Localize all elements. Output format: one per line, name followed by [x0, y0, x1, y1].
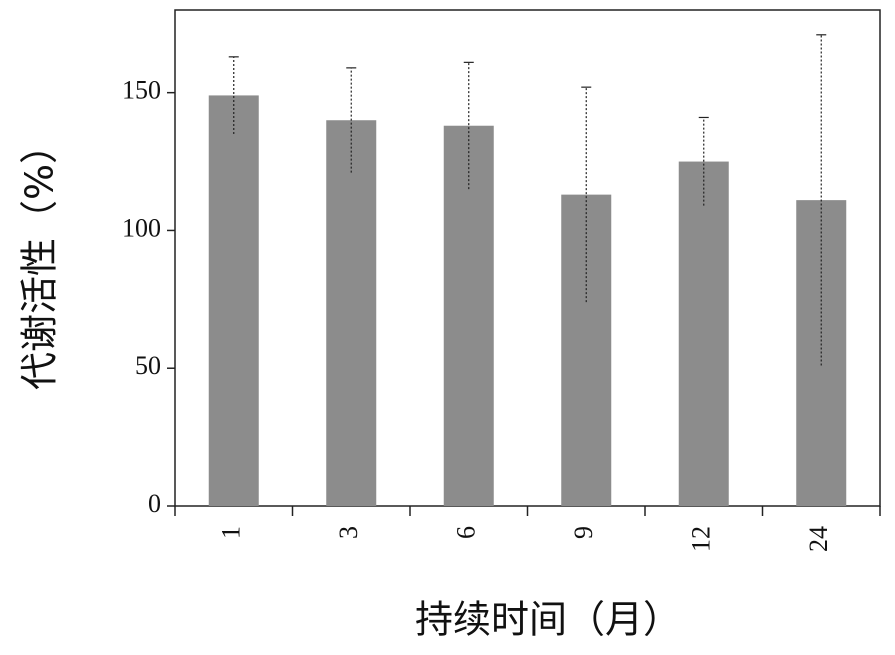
bar [561, 194, 612, 506]
x-tick-label: 1 [217, 526, 246, 539]
x-tick-label: 6 [452, 526, 481, 539]
x-tick-label: 3 [334, 526, 363, 539]
bar [443, 125, 494, 506]
plot-frame [174, 9, 881, 507]
y-tick-label: 50 [135, 351, 161, 380]
bar [208, 95, 259, 506]
bar [326, 120, 377, 506]
x-tick-label: 24 [804, 526, 833, 552]
y-tick-label: 0 [148, 489, 161, 518]
y-axis-label: 代谢活性（%） [18, 126, 62, 390]
bar [678, 161, 729, 507]
y-tick-label: 100 [122, 213, 161, 242]
y-tick-label: 150 [122, 76, 161, 105]
x-tick-label: 9 [569, 526, 598, 539]
x-tick-label: 12 [687, 526, 716, 552]
x-axis-label: 持续时间（月） [415, 598, 681, 642]
